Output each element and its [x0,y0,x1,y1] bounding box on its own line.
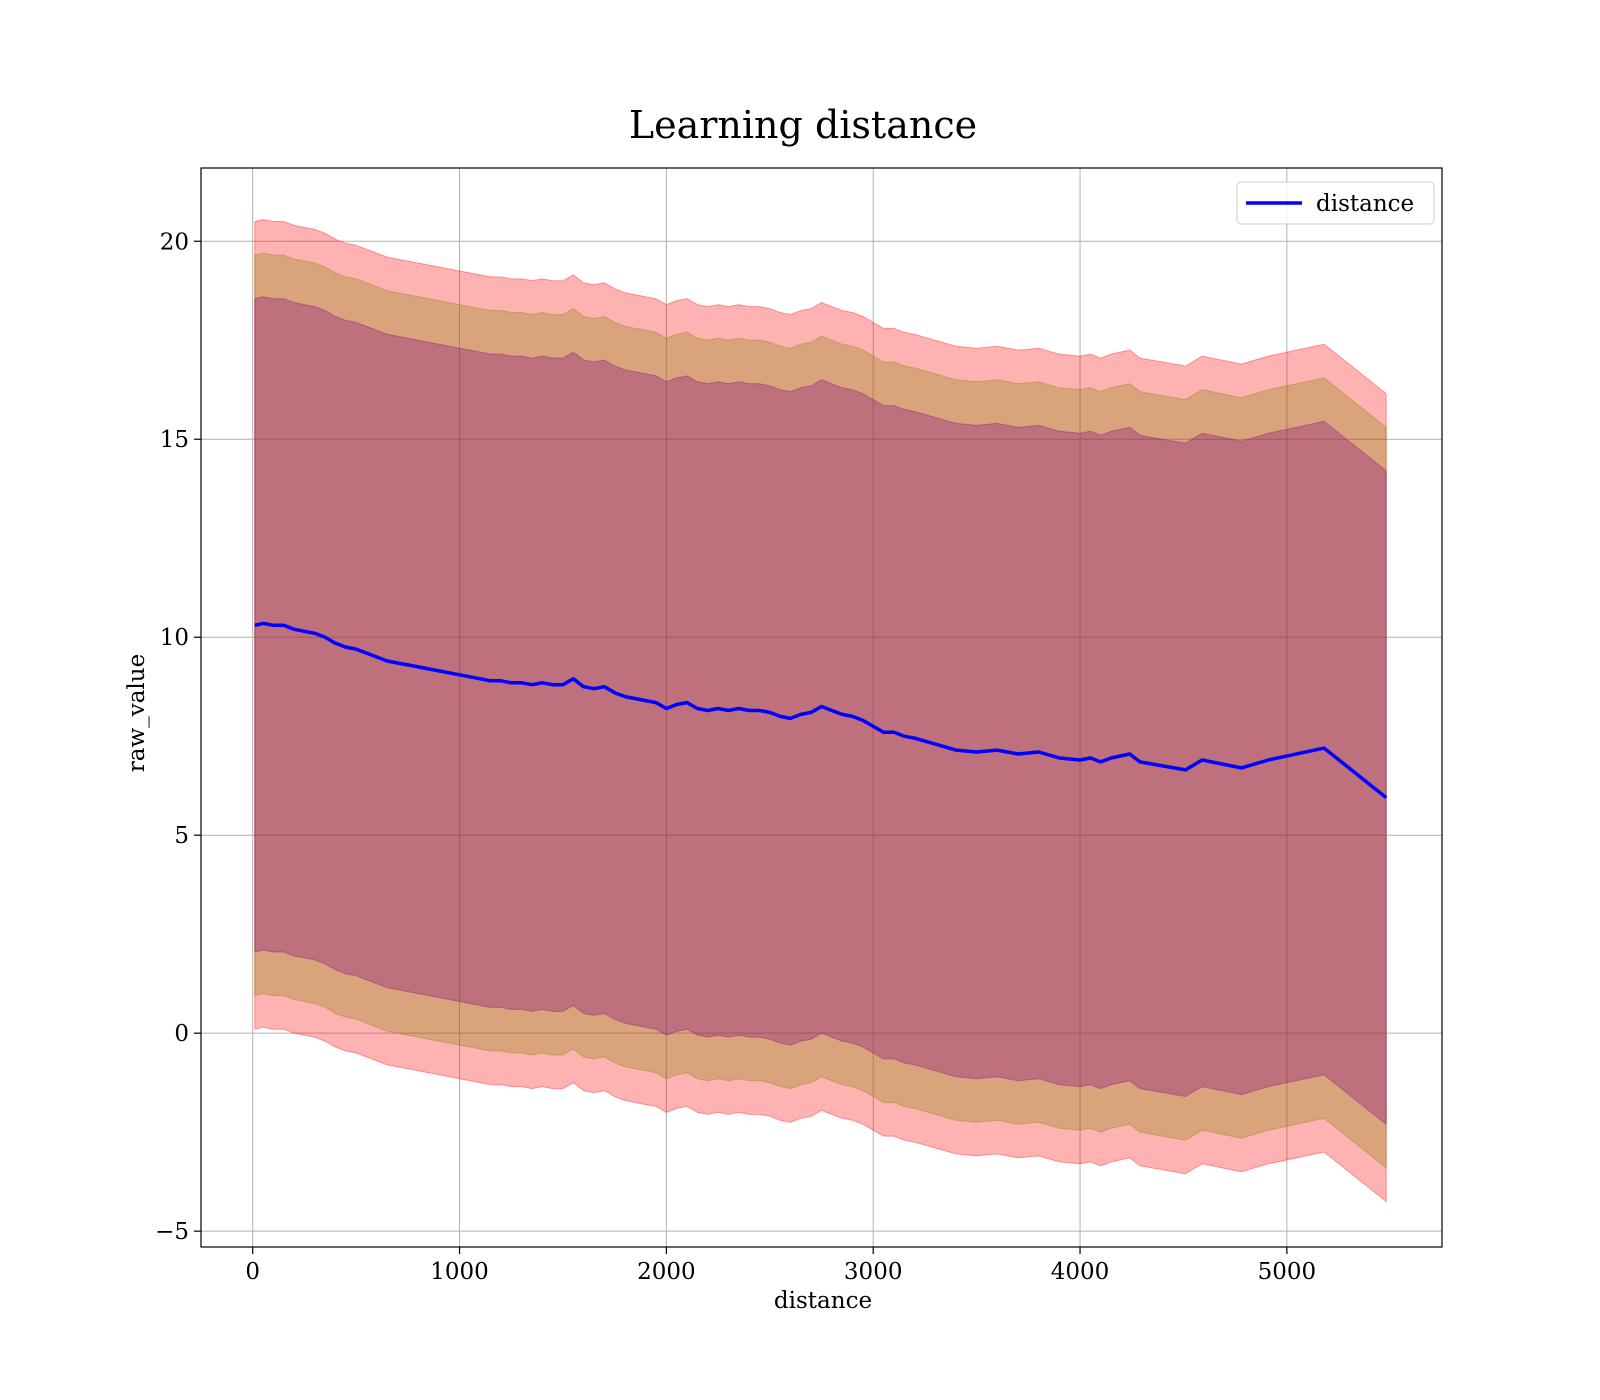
y-axis-label: raw_value [124,654,150,772]
x-tick-label: 2000 [637,1259,696,1285]
y-tick-label: 5 [174,823,189,849]
y-tick-label: 0 [174,1021,189,1047]
y-tick-label: 20 [160,229,189,255]
legend: distance [1236,181,1435,225]
x-tick-label: 3000 [844,1259,903,1285]
x-tick-label: 1000 [430,1259,489,1285]
y-axis-ticks: −5 0 5 10 15 20 [155,229,201,1245]
y-tick-label: 10 [160,625,189,651]
confidence-band-1 [254,218,1387,1203]
x-axis-label: distance [774,1288,872,1314]
y-tick-label: 15 [160,427,189,453]
x-tick-label: 5000 [1258,1259,1317,1285]
series-line-distance [254,621,1388,799]
legend-label-distance: distance [1316,191,1414,217]
confidence-bands [254,218,1387,1203]
confidence-band-2 [254,252,1387,1169]
y-tick-label: −5 [155,1219,189,1245]
confidence-band-3 [254,296,1387,1126]
plot-area: 0 1000 2000 3000 4000 5000 −5 0 5 10 15 20 [155,167,1443,1285]
x-tick-label: 0 [245,1259,260,1285]
chart-title: Learning distance [629,103,977,147]
legend-box [1236,181,1435,225]
axes-frame [200,167,1443,1248]
x-tick-label: 4000 [1051,1259,1110,1285]
x-axis-ticks: 0 1000 2000 3000 4000 5000 [245,1247,1316,1285]
